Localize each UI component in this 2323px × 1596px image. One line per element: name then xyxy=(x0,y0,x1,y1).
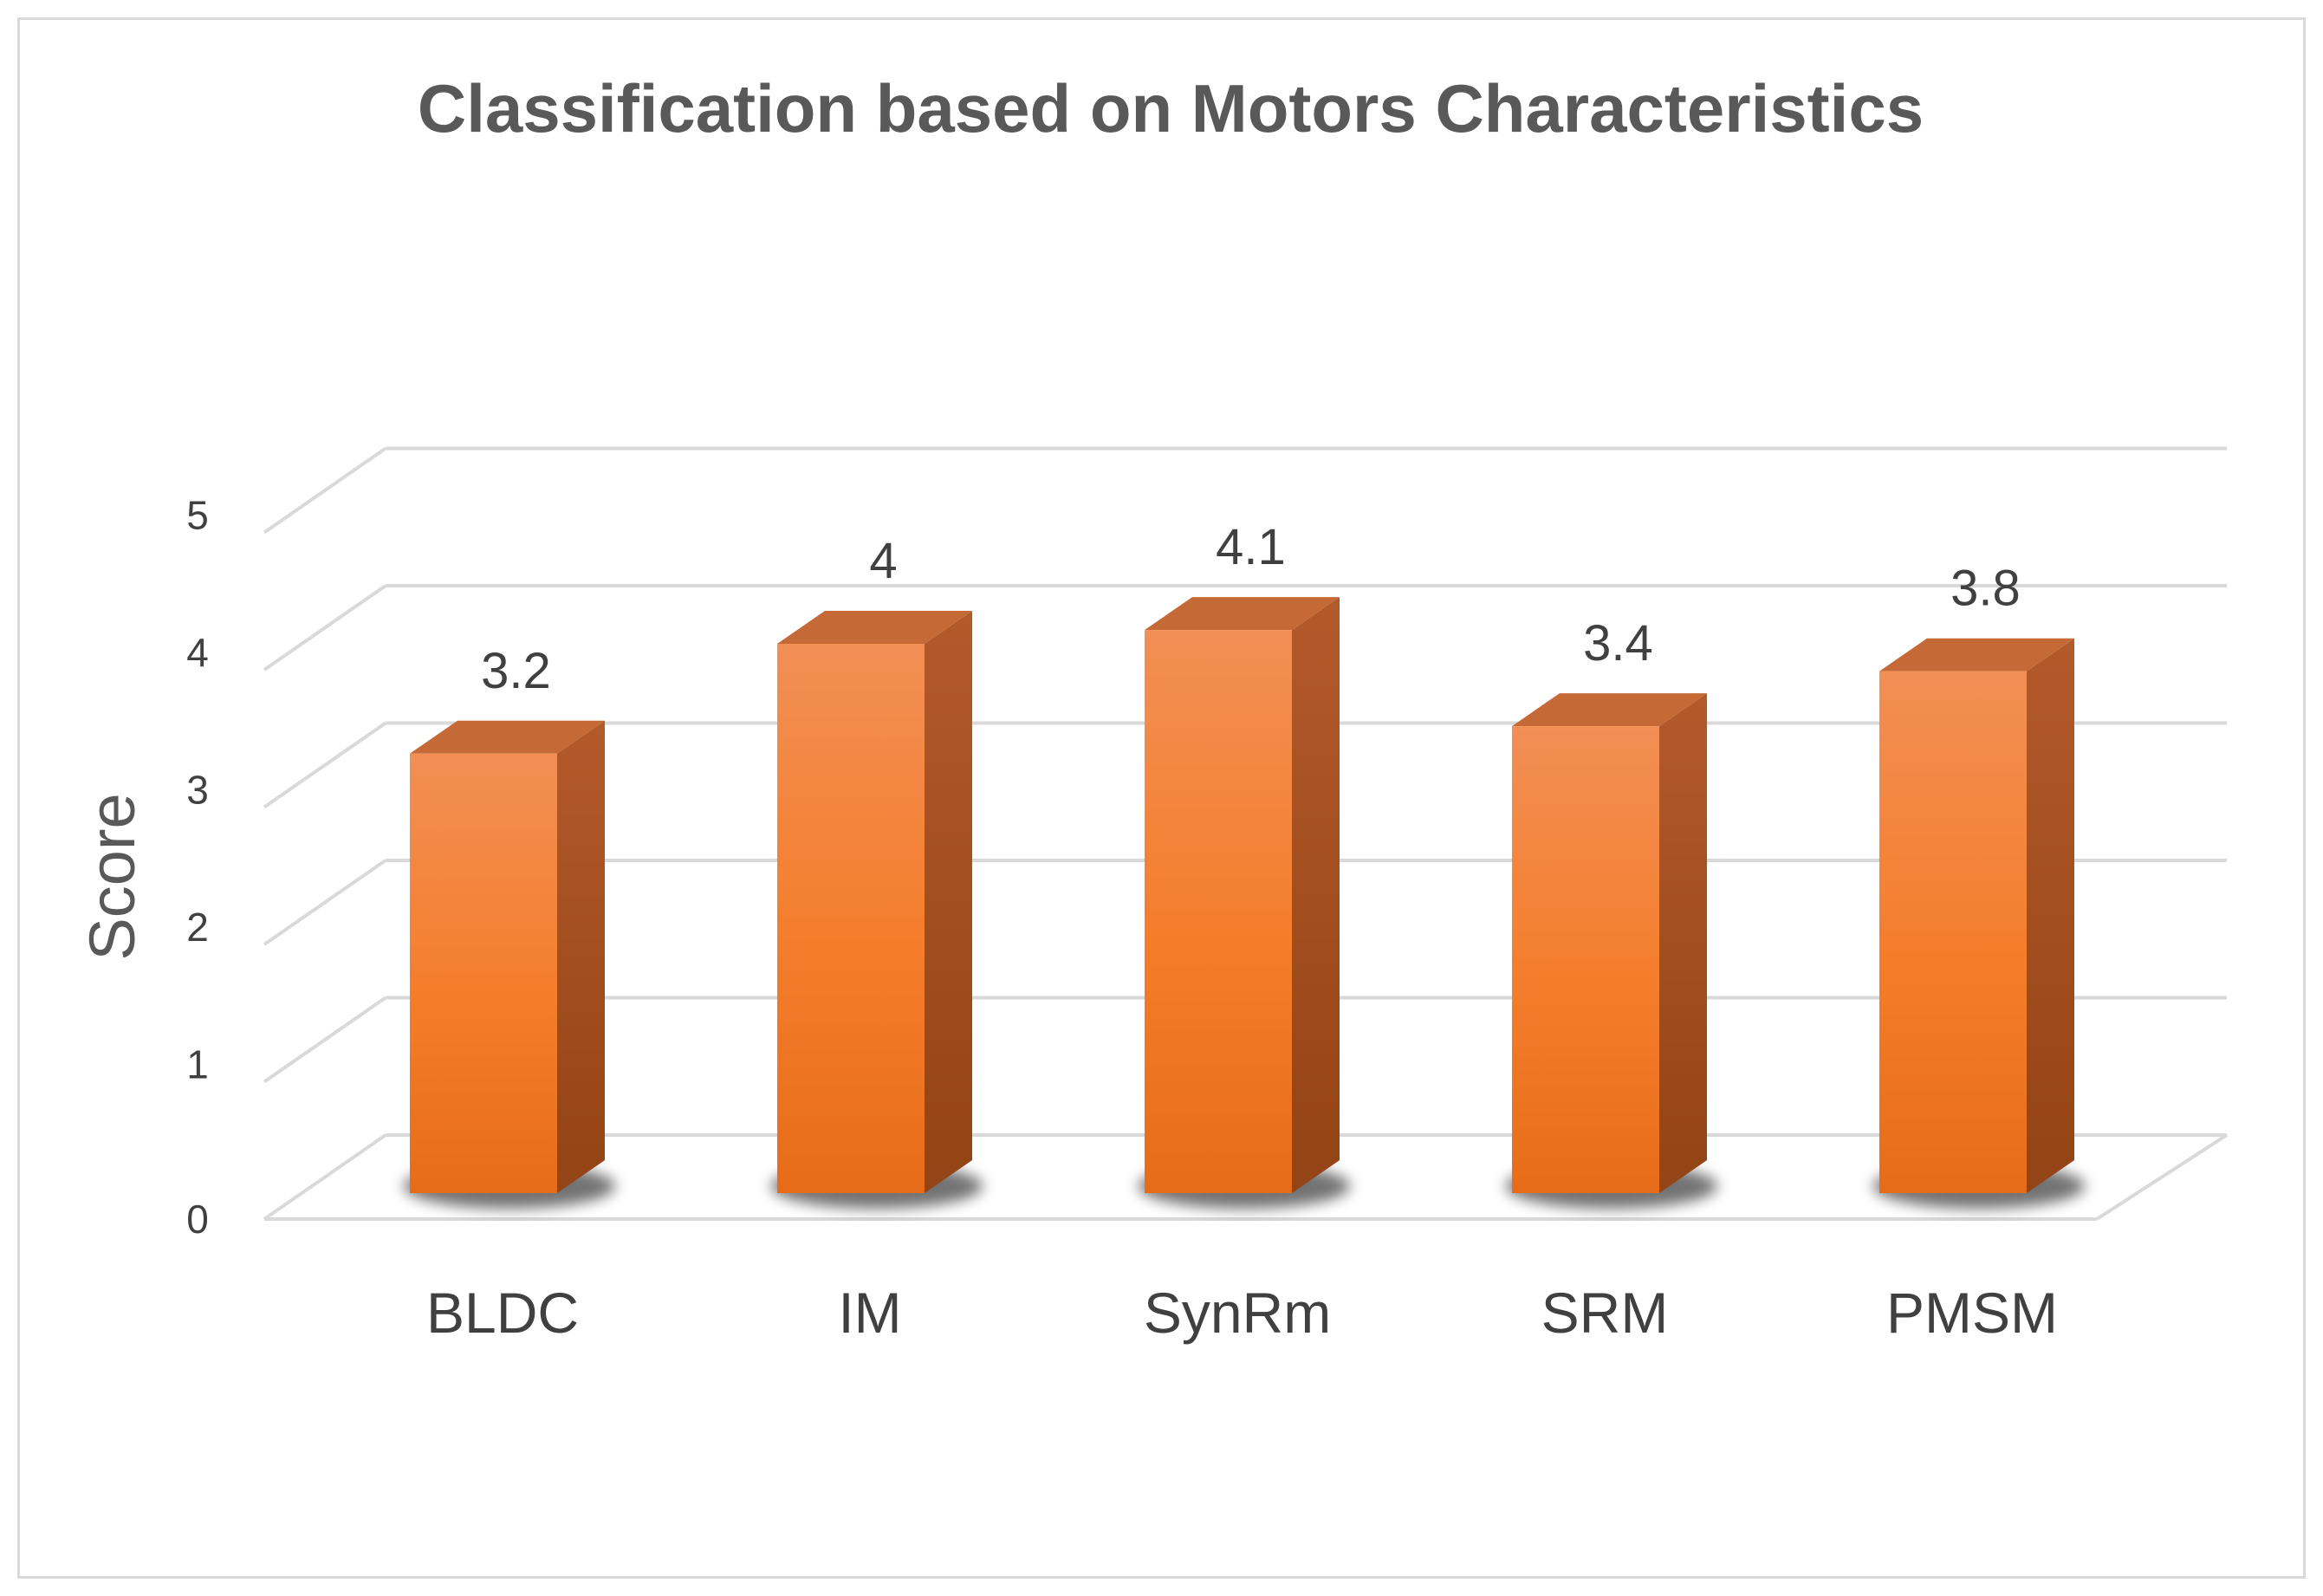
x-tick-label: SynRm xyxy=(1144,1281,1331,1345)
gridline-side xyxy=(263,859,387,946)
data-label: 3.4 xyxy=(1583,615,1653,671)
y-tick-label: 3 xyxy=(186,768,209,813)
gridline-side xyxy=(263,1133,387,1221)
bar-im: 4 xyxy=(770,533,983,1209)
gridline-side xyxy=(263,721,387,809)
y-axis-ticks: 0 1 2 3 4 5 xyxy=(186,493,209,1242)
x-tick-label: PMSM xyxy=(1886,1281,2058,1345)
chart-title: Classification based on Motors Character… xyxy=(418,70,1924,146)
x-tick-label: BLDC xyxy=(426,1281,579,1345)
data-label: 3.2 xyxy=(481,643,551,699)
x-axis-categories: BLDC IM SynRm SRM PMSM xyxy=(426,1281,2058,1345)
bar-top-face xyxy=(410,720,605,754)
gridline-side xyxy=(263,996,387,1084)
bar-side-face xyxy=(2027,638,2074,1193)
bar-front-face xyxy=(410,753,557,1193)
gridline-side xyxy=(263,584,387,671)
bar-front-face xyxy=(777,644,925,1193)
bar-bldc: 3.2 xyxy=(403,643,616,1209)
floor-side-edge xyxy=(2095,1133,2229,1221)
data-label: 4 xyxy=(869,533,897,589)
bar-top-face xyxy=(777,611,972,644)
bar-pmsm: 3.8 xyxy=(1872,561,2086,1209)
bar-side-face xyxy=(557,720,605,1193)
bar-synrm: 4.1 xyxy=(1138,519,1351,1209)
y-tick-label: 2 xyxy=(186,905,209,950)
y-axis-label: Score xyxy=(76,793,148,960)
bar-top-face xyxy=(1145,597,1340,631)
bar-side-face xyxy=(1292,597,1340,1193)
data-label: 4.1 xyxy=(1216,519,1286,575)
bar-top-face xyxy=(1879,638,2074,671)
bar-front-face xyxy=(1145,630,1292,1193)
y-tick-label: 1 xyxy=(186,1042,209,1087)
y-tick-label: 5 xyxy=(186,493,209,538)
x-tick-label: SRM xyxy=(1541,1281,1669,1345)
y-tick-label: 4 xyxy=(186,630,209,675)
y-tick-label: 0 xyxy=(186,1197,209,1242)
bar-front-face xyxy=(1879,671,2027,1193)
bar-side-face xyxy=(925,611,972,1193)
bars: 3.2 4 4.1 3.4 3.8 xyxy=(403,519,2086,1209)
bar-side-face xyxy=(1659,693,1707,1193)
bar-top-face xyxy=(1512,693,1707,727)
bar-srm: 3.4 xyxy=(1505,615,1718,1209)
data-label: 3.8 xyxy=(1950,561,2021,617)
bar-front-face xyxy=(1512,726,1659,1193)
x-tick-label: IM xyxy=(838,1281,901,1345)
gridline-side xyxy=(263,446,387,535)
